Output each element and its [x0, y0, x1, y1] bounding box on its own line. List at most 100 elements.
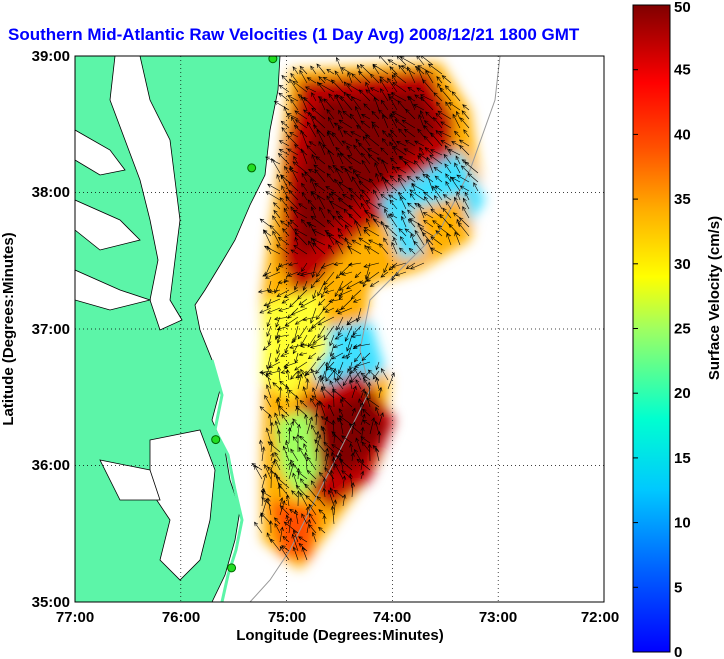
velocity-arrow [427, 63, 443, 75]
velocity-arrow [405, 108, 416, 120]
velocity-arrow [401, 65, 416, 75]
velocity-arrow [276, 289, 290, 297]
velocity-arrow [350, 289, 362, 300]
velocity-arrow [399, 236, 407, 246]
velocity-arrow [338, 119, 353, 129]
velocity-arrow [448, 102, 461, 111]
velocity-arrow [361, 352, 371, 361]
velocity-arrow [288, 517, 293, 534]
velocity-arrow [289, 219, 299, 228]
velocity-arrow [306, 469, 317, 480]
velocity-arrow [324, 230, 335, 237]
velocity-arrow [334, 94, 344, 111]
velocity-arrow [328, 298, 344, 303]
velocity-arrow [292, 418, 299, 426]
velocity-arrow [441, 75, 452, 84]
velocity-arrow [348, 187, 362, 201]
velocity-arrow [274, 420, 281, 435]
velocity-arrow [415, 176, 425, 183]
velocity-arrow [344, 167, 353, 183]
velocity-arrow [296, 370, 301, 381]
velocity-arrow [295, 484, 308, 498]
velocity-arrow [291, 334, 299, 344]
velocity-arrow [273, 209, 281, 219]
velocity-arrow [346, 145, 353, 156]
velocity-arrow [297, 471, 308, 480]
figure-title: Southern Mid-Atlantic Raw Velocities (1 … [8, 25, 580, 44]
velocity-arrow [264, 271, 281, 279]
y-tick-label: 36:00 [32, 457, 70, 474]
velocity-arrow [312, 387, 317, 399]
velocity-arrow [354, 271, 362, 279]
velocity-arrow [404, 228, 416, 237]
velocity-arrow [298, 543, 308, 552]
velocity-arrow [423, 120, 434, 129]
velocity-arrow [413, 160, 425, 174]
velocity-arrow [288, 181, 299, 192]
velocity-arrow [410, 183, 425, 192]
velocity-arrow [324, 289, 335, 294]
velocity-arrow [379, 78, 389, 93]
velocity-arrow [380, 88, 389, 102]
velocity-arrow [334, 178, 344, 192]
velocity-arrow [259, 218, 272, 228]
velocity-arrow [452, 212, 461, 219]
velocity-arrow [454, 162, 461, 174]
velocity-arrow [358, 180, 371, 192]
velocity-arrow [355, 174, 371, 183]
velocity-arrow [378, 243, 389, 255]
velocity-arrow [348, 379, 353, 390]
velocity-arrow [455, 155, 461, 165]
colorbar-tick-label: 0 [674, 644, 682, 659]
velocity-arrow [423, 191, 434, 201]
velocity-arrow [445, 173, 452, 183]
velocity-arrow [425, 69, 434, 84]
velocity-arrow [340, 166, 353, 174]
velocity-arrow [380, 147, 389, 156]
velocity-arrow [446, 232, 452, 246]
velocity-arrow [380, 193, 389, 201]
velocity-arrow [429, 154, 443, 165]
velocity-arrow [343, 130, 353, 138]
velocity-arrow [301, 546, 308, 561]
y-axis-label: Latitude (Degrees:Minutes) [0, 232, 17, 425]
velocity-arrow [296, 423, 301, 435]
velocity-arrow [358, 70, 371, 84]
velocity-arrow [366, 271, 380, 282]
velocity-arrow [278, 92, 290, 102]
velocity-arrow [335, 271, 344, 279]
velocity-arrow [452, 113, 461, 129]
velocity-arrow [262, 343, 272, 351]
velocity-arrow [346, 246, 362, 255]
velocity-arrow [292, 436, 299, 444]
velocity-arrow [339, 152, 353, 165]
velocity-arrow [271, 158, 281, 174]
velocity-arrow [329, 201, 344, 210]
velocity-arrow [344, 325, 353, 342]
velocity-arrow [398, 247, 407, 255]
velocity-arrow [311, 115, 326, 129]
velocity-arrow [265, 384, 272, 399]
velocity-arrow [395, 141, 407, 147]
colorbar-label: Surface Velocity (cm/s) [706, 216, 723, 380]
velocity-arrow [308, 141, 317, 147]
velocity-arrow [364, 134, 380, 147]
velocity-arrow [360, 372, 371, 381]
velocity-arrow [278, 307, 290, 312]
velocity-arrow [392, 165, 398, 174]
velocity-arrow [389, 141, 398, 156]
velocity-arrow [350, 452, 355, 462]
velocity-arrow [444, 144, 452, 156]
velocity-arrow [389, 157, 398, 165]
velocity-arrow [298, 536, 308, 543]
velocity-arrow [268, 520, 273, 534]
velocity-arrow [326, 219, 335, 228]
velocity-arrow [285, 514, 290, 525]
velocity-arrow [342, 475, 347, 489]
velocity-arrow [338, 458, 353, 471]
velocity-arrow [363, 103, 371, 111]
velocity-arrow [311, 238, 326, 246]
velocity-arrow [284, 165, 290, 174]
velocity-arrow [266, 352, 272, 370]
